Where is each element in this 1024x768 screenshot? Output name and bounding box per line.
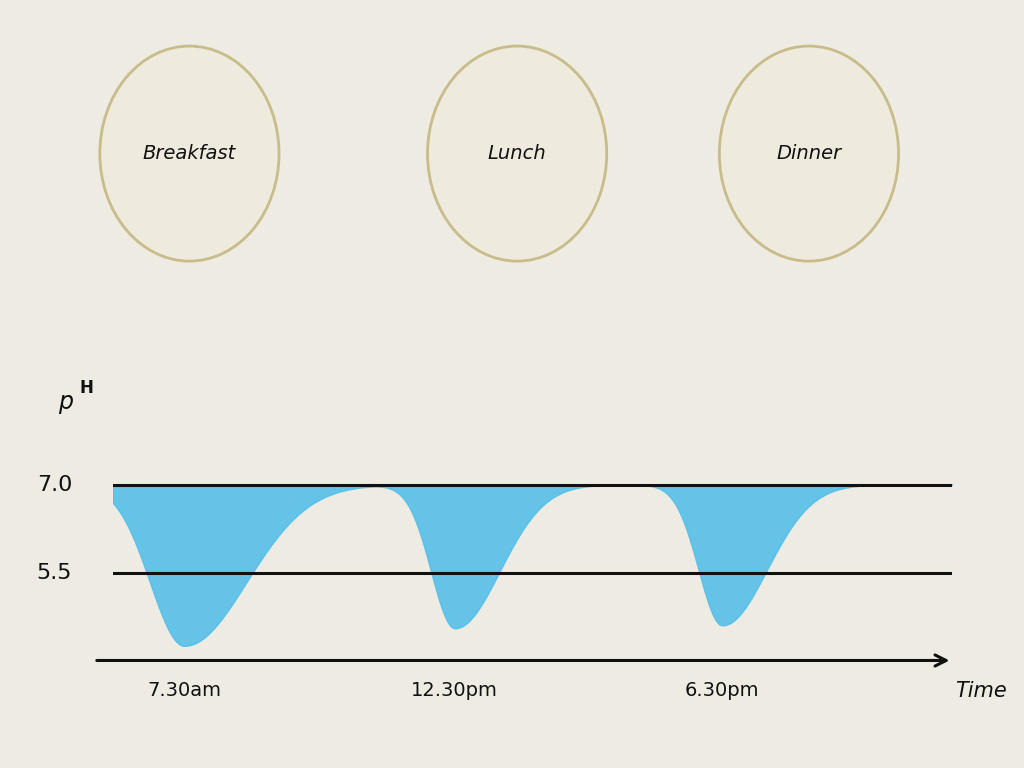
Text: 5.5: 5.5 (37, 562, 73, 582)
Text: 7.30am: 7.30am (147, 681, 221, 700)
Text: Breakfast: Breakfast (142, 144, 237, 163)
Text: p: p (58, 390, 74, 415)
Text: 7.0: 7.0 (37, 475, 73, 495)
Text: 6.30pm: 6.30pm (685, 681, 760, 700)
Text: Time: Time (955, 681, 1008, 701)
Text: H: H (80, 379, 93, 397)
Text: 12.30pm: 12.30pm (412, 681, 498, 700)
Text: Dinner: Dinner (776, 144, 842, 163)
Text: Lunch: Lunch (487, 144, 547, 163)
